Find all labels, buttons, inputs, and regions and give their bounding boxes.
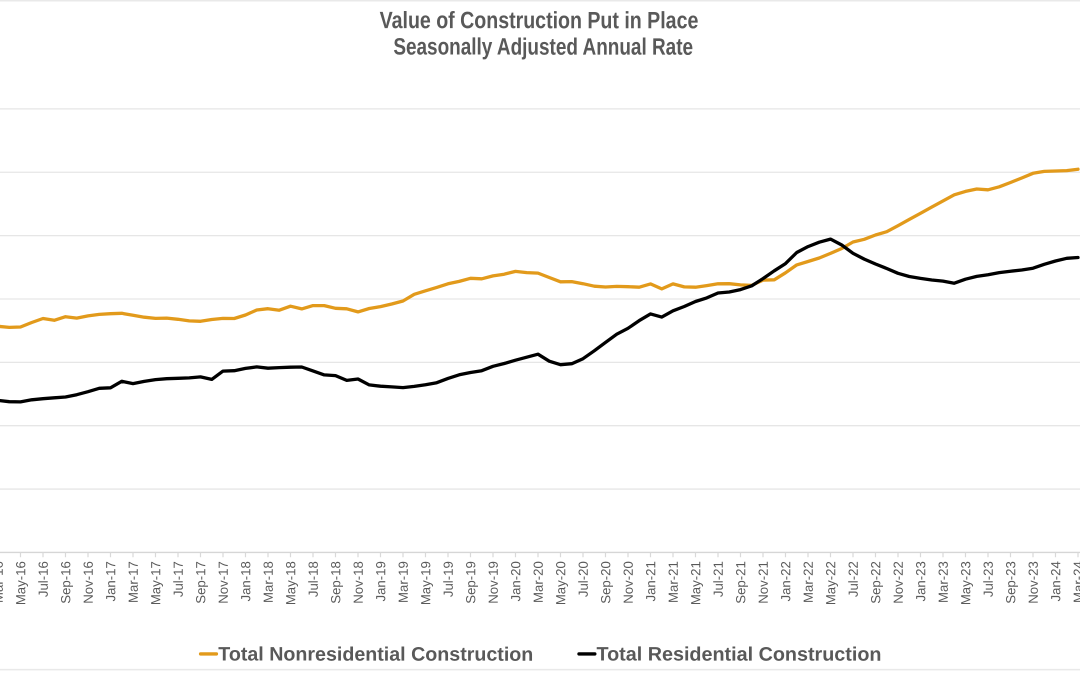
svg-text:Jul-21: Jul-21 [711, 561, 726, 597]
svg-text:Mar-22: Mar-22 [801, 561, 816, 603]
svg-text:Jan-24: Jan-24 [1048, 561, 1063, 601]
svg-text:Mar-17: Mar-17 [126, 561, 141, 603]
svg-text:Mar-23: Mar-23 [936, 561, 951, 603]
svg-text:Jan-18: Jan-18 [238, 561, 253, 601]
svg-text:Nov-21: Nov-21 [756, 561, 771, 604]
svg-text:Sep-16: Sep-16 [58, 561, 73, 604]
svg-text:May-22: May-22 [823, 561, 838, 605]
svg-text:Sep-23: Sep-23 [1003, 561, 1018, 604]
svg-text:Sep-17: Sep-17 [193, 561, 208, 604]
svg-text:Jul-16: Jul-16 [36, 561, 51, 597]
svg-text:May-19: May-19 [418, 561, 433, 605]
svg-text:May-21: May-21 [688, 561, 703, 605]
svg-text:Sep-22: Sep-22 [868, 561, 883, 604]
svg-text:Jul-23: Jul-23 [981, 561, 996, 597]
svg-text:Mar-18: Mar-18 [261, 561, 276, 603]
svg-text:Sep-21: Sep-21 [733, 561, 748, 604]
svg-text:Jan-21: Jan-21 [643, 561, 658, 601]
svg-text:Nov-23: Nov-23 [1026, 561, 1041, 604]
svg-text:Total Residential Construction: Total Residential Construction [596, 644, 881, 666]
svg-text:Sep-18: Sep-18 [328, 561, 343, 604]
svg-text:Mar-24: Mar-24 [1071, 561, 1080, 603]
svg-text:Jul-20: Jul-20 [576, 561, 591, 597]
svg-text:Jul-17: Jul-17 [171, 561, 186, 597]
svg-text:Jul-18: Jul-18 [306, 561, 321, 597]
svg-text:Value of Construction Put in P: Value of Construction Put in Place [380, 8, 699, 34]
svg-text:May-17: May-17 [148, 561, 163, 605]
svg-text:Mar-20: Mar-20 [531, 561, 546, 603]
svg-text:Mar-21: Mar-21 [666, 561, 681, 603]
svg-text:Nov-18: Nov-18 [351, 561, 366, 604]
svg-text:Mar-19: Mar-19 [396, 561, 411, 603]
svg-text:May-20: May-20 [553, 561, 568, 605]
svg-text:Sep-20: Sep-20 [598, 561, 613, 604]
svg-text:Jul-19: Jul-19 [441, 561, 456, 597]
svg-text:Jan-23: Jan-23 [913, 561, 928, 601]
svg-text:Sep-19: Sep-19 [463, 561, 478, 604]
svg-text:Jul-22: Jul-22 [846, 561, 861, 597]
svg-text:Seasonally Adjusted Annual Rat: Seasonally Adjusted Annual Rate [393, 34, 693, 60]
svg-text:Jan-20: Jan-20 [508, 561, 523, 601]
svg-text:May-18: May-18 [283, 561, 298, 605]
svg-text:Nov-16: Nov-16 [81, 561, 96, 604]
svg-text:Nov-17: Nov-17 [216, 561, 231, 604]
svg-text:Jan-22: Jan-22 [778, 561, 793, 601]
svg-text:Mar-16: Mar-16 [0, 561, 6, 603]
svg-text:Jan-19: Jan-19 [373, 561, 388, 601]
svg-text:Jan-17: Jan-17 [103, 561, 118, 601]
svg-text:Nov-22: Nov-22 [891, 561, 906, 604]
svg-text:Nov-20: Nov-20 [621, 561, 636, 604]
svg-text:May-23: May-23 [958, 561, 973, 605]
svg-text:Nov-19: Nov-19 [486, 561, 501, 604]
svg-text:Total Nonresidential Construct: Total Nonresidential Construction [218, 644, 533, 666]
svg-text:May-16: May-16 [13, 561, 28, 605]
